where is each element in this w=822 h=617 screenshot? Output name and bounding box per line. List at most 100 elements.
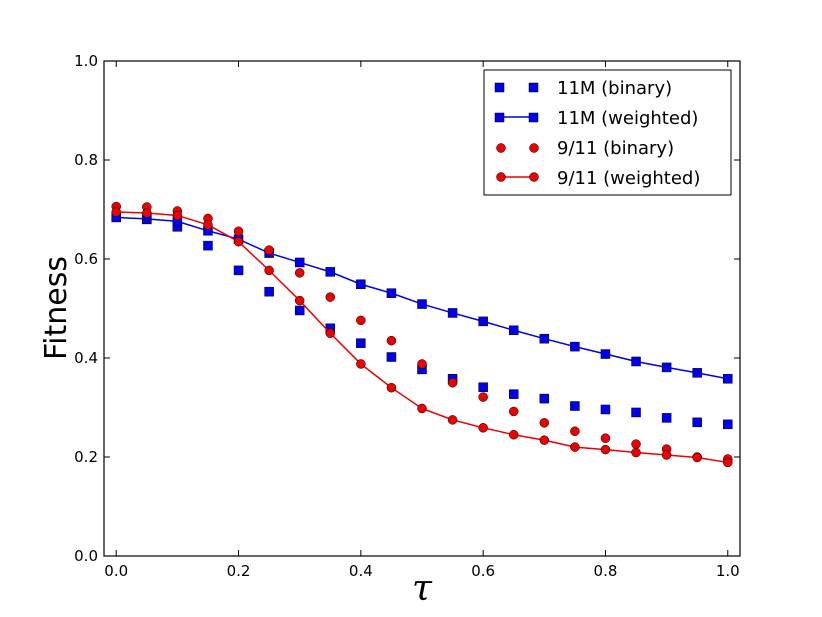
series-1-point [386,288,397,298]
series-2-point [478,392,488,402]
series-3-point [723,457,733,468]
series-3-point [447,415,458,425]
legend-marker-11m-weighted-a [494,112,505,123]
series-2-point [600,433,611,443]
series-3-point [325,328,336,338]
y-tick-label: 0.8 [74,151,98,169]
series-1-point [294,257,305,268]
series-3-point [386,382,397,393]
x-axis-label: τ [412,568,433,609]
series-0-point [203,240,213,251]
series-1-point [631,356,641,367]
y-tick-label: 0.4 [74,349,98,367]
series-3-point [356,359,366,369]
y-tick-label: 0.2 [74,448,98,466]
series-0-point [631,407,641,418]
series-1-point [661,362,672,373]
series-1-point [447,308,458,318]
series-1-point [478,316,488,327]
data-series [111,201,733,468]
series-0-point [692,417,702,428]
x-tick-label: 0.2 [227,562,251,580]
series-1-point [508,325,519,336]
legend-box [483,69,732,196]
series-2-point [325,292,336,302]
series-0-point [723,419,733,430]
series-0-point [386,352,397,362]
series-3-point [539,435,550,445]
axis-ticks: 0.0 0.2 0.4 0.6 0.8 1.0 0.0 0.2 0.4 0.6 0.8 1.0 [74,52,740,580]
y-axis-label: Fitness [39,256,74,360]
legend-marker-11m-binary-b [528,82,539,93]
series-0-point [264,286,274,297]
legend-marker-911-weighted-b [529,172,539,182]
legend-marker-911-binary-b [529,143,539,153]
legend-marker-911-binary-a [496,143,506,153]
series-0-point [600,404,611,415]
series-2-point [508,406,519,417]
series-3-point [631,447,641,458]
series-1-point [723,374,733,384]
plot-frame [103,60,741,557]
series-3-point [600,444,611,455]
series-1-point [417,299,427,309]
series-3 [111,207,733,468]
series-0-point [294,305,305,316]
series-2-point [264,245,274,255]
x-tick-label: 0.6 [471,562,495,580]
series-0 [111,212,733,430]
series-0-point [356,338,366,348]
series-2-point [294,268,305,278]
series-2-point [631,439,641,449]
series-1-point [325,267,336,277]
series-2-point [570,426,580,437]
x-tick-label: 0.4 [349,562,373,580]
y-tick-label: 1.0 [74,52,98,70]
legend: 11M (binary) 11M (weighted) 9/11 (binary… [483,69,732,196]
series-3-point [478,423,488,433]
series-2-point [386,335,397,346]
series-1-point [600,349,611,359]
series-3-point [570,442,580,452]
legend-label-11m-binary: 11M (binary) [557,78,672,99]
series-3-point [661,450,672,460]
series-3-point [417,403,427,414]
series-0-point [233,265,244,276]
series-1 [111,212,733,384]
series-3-point [142,208,152,218]
series-1-point [692,368,702,378]
series-0-point [570,401,580,411]
legend-marker-11m-binary-a [494,82,505,93]
series-3-point [264,265,274,276]
series-1-point [570,341,580,352]
series-0-point [478,382,488,392]
y-tick-label: 0.6 [74,250,98,268]
series-3-point [203,220,213,230]
series-2-point [539,418,550,428]
legend-marker-11m-weighted-b [528,112,539,123]
series-1-point [539,333,550,344]
legend-label-11m-weighted: 11M (weighted) [557,108,698,129]
x-tick-label: 0.8 [594,562,618,580]
series-3-point [233,236,244,247]
x-tick-label: 0.0 [104,562,128,580]
series-3-point [508,429,519,440]
series-2-point [356,315,366,326]
legend-marker-911-weighted-a [496,172,506,182]
series-1-point [356,279,366,289]
series-2-point [233,226,244,237]
series-3-point [692,452,702,463]
series-2-point [417,359,427,369]
series-0-point [661,413,672,423]
series-2-point [447,378,458,388]
x-tick-label: 1.0 [716,562,740,580]
legend-label-911-binary: 9/11 (binary) [557,138,674,159]
legend-label-911-weighted: 9/11 (weighted) [557,168,700,189]
series-0-point [508,389,519,399]
series-3-point [294,295,305,306]
y-tick-label: 0.0 [74,547,98,565]
series-0-point [539,393,550,404]
series-3-point [172,210,183,221]
